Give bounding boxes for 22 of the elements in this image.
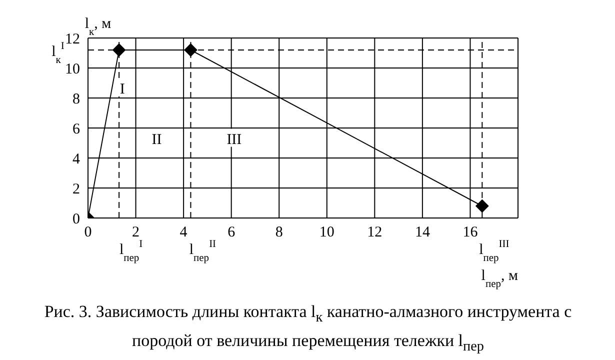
annotation: II [152,132,162,148]
y-tick-label: 4 [72,151,80,168]
x-tick-label: 4 [180,224,188,241]
x-tick-label: 14 [414,224,430,241]
x-tick-label: 8 [275,224,283,241]
y-tick-label: 8 [72,91,80,108]
annotation: I [120,81,125,98]
y-tick-label: 2 [72,181,80,198]
x-tick-label: 2 [132,224,140,241]
x-tick-label: 0 [84,224,92,241]
y-tick-label: 12 [65,31,80,48]
annotation: III [226,132,242,148]
x-axis-title: l$_{пер}$, м [481,268,518,290]
y-tick-label: 0 [72,211,80,228]
x-tick-label: 6 [228,224,236,241]
y-tick-label: 6 [72,121,80,138]
y-tick-label: 10 [65,61,80,78]
x-tick-label: 16 [462,224,478,241]
y-axis-title: l$_{к}$, м [84,16,112,38]
x-tick-label: 10 [319,224,334,241]
x-tick-label: 12 [367,224,382,241]
text: Рис. 3. Зависимость длины контакта l$_{к}$ канатно-алмазного инструмента с породой от величины перемещения тележки l$_{пер}$ [43,301,573,357]
